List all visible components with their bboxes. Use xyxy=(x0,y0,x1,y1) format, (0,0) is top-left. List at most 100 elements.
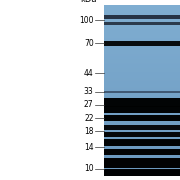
Bar xyxy=(104,149,180,155)
Bar xyxy=(104,116,180,117)
Bar xyxy=(104,57,180,58)
Bar xyxy=(104,158,180,159)
Bar xyxy=(104,166,180,167)
Bar xyxy=(104,112,180,113)
Bar xyxy=(104,97,180,98)
Bar xyxy=(104,66,180,67)
Text: 10: 10 xyxy=(84,165,94,174)
Bar xyxy=(104,20,180,21)
Bar xyxy=(104,51,180,52)
Bar xyxy=(104,136,180,137)
Bar xyxy=(104,87,180,88)
Bar xyxy=(104,169,180,170)
Bar xyxy=(104,106,180,113)
Bar xyxy=(104,174,180,175)
Bar xyxy=(104,102,180,103)
Bar xyxy=(104,19,180,20)
Bar xyxy=(104,69,180,70)
Bar xyxy=(104,89,180,90)
Bar xyxy=(104,9,180,10)
Bar xyxy=(104,82,180,83)
Bar xyxy=(104,86,180,87)
Bar xyxy=(104,96,180,97)
Bar xyxy=(104,24,180,25)
Bar xyxy=(104,21,180,22)
Bar xyxy=(104,138,180,139)
Bar xyxy=(104,59,180,60)
Bar xyxy=(104,12,180,13)
Bar xyxy=(104,26,180,27)
Bar xyxy=(104,146,180,147)
Bar xyxy=(104,103,180,104)
Bar xyxy=(104,7,180,8)
Bar xyxy=(104,88,180,89)
Bar xyxy=(104,17,180,18)
Bar xyxy=(104,31,180,32)
Bar xyxy=(104,152,180,153)
Text: 22: 22 xyxy=(84,114,94,123)
Bar xyxy=(104,159,180,160)
Bar xyxy=(104,123,180,124)
Bar xyxy=(104,41,180,46)
Bar xyxy=(104,147,180,148)
Bar xyxy=(104,41,180,42)
Bar xyxy=(104,74,180,75)
Bar xyxy=(104,55,180,56)
Bar xyxy=(104,150,180,151)
Bar xyxy=(104,81,180,82)
Bar xyxy=(104,108,180,109)
Bar xyxy=(104,45,180,46)
Bar xyxy=(104,67,180,68)
Bar xyxy=(104,73,180,74)
Bar xyxy=(104,101,180,102)
Bar xyxy=(104,143,180,144)
Bar xyxy=(104,133,180,134)
Bar xyxy=(104,14,180,15)
Bar xyxy=(104,39,180,40)
Bar xyxy=(104,22,180,23)
Bar xyxy=(104,99,180,100)
Bar xyxy=(104,56,180,57)
Bar xyxy=(104,27,180,28)
Bar xyxy=(104,119,180,120)
Bar xyxy=(104,153,180,154)
Bar xyxy=(104,65,180,66)
Bar xyxy=(104,134,180,135)
Bar xyxy=(104,109,180,110)
Bar xyxy=(104,126,180,127)
Bar xyxy=(104,156,180,157)
Bar xyxy=(104,167,180,168)
Bar xyxy=(104,54,180,55)
Bar xyxy=(104,131,180,132)
Bar xyxy=(104,60,180,61)
Bar xyxy=(104,135,180,136)
Bar xyxy=(104,11,180,12)
Bar xyxy=(104,170,180,171)
Bar xyxy=(104,100,180,101)
Bar xyxy=(104,79,180,80)
Text: 27: 27 xyxy=(84,100,94,109)
Bar xyxy=(104,121,180,122)
Bar xyxy=(104,154,180,155)
Bar xyxy=(104,149,180,150)
Bar xyxy=(104,23,180,24)
Bar xyxy=(104,85,180,86)
Bar xyxy=(104,162,180,163)
Bar xyxy=(104,43,180,44)
Bar xyxy=(104,140,180,141)
Bar xyxy=(104,122,180,123)
Bar xyxy=(104,37,180,38)
Bar xyxy=(104,6,180,7)
Bar xyxy=(104,18,180,19)
Bar xyxy=(104,142,180,143)
Bar xyxy=(104,29,180,30)
Bar xyxy=(104,8,180,9)
Bar xyxy=(104,83,180,84)
Bar xyxy=(104,68,180,69)
Bar xyxy=(104,172,180,173)
Bar xyxy=(104,36,180,37)
Bar xyxy=(104,15,180,19)
Bar xyxy=(104,33,180,34)
Bar xyxy=(104,80,180,81)
Bar xyxy=(104,16,180,17)
